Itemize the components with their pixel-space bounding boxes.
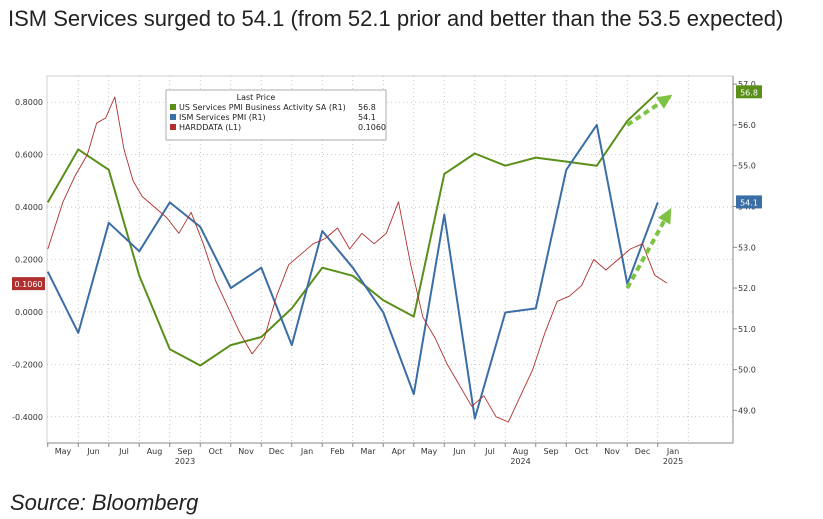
last-value-tag-left-text: 0.1060 [15, 280, 43, 289]
x-tick-label: Jun [452, 447, 466, 456]
x-tick-label: Nov [604, 447, 620, 456]
x-tick-label: May [55, 447, 72, 456]
x-tick-label: Jun [86, 447, 100, 456]
x-tick-label: Feb [330, 447, 344, 456]
y-left-tick-label: -0.4000 [12, 413, 43, 422]
y-right-tick-label: 50.0 [738, 366, 756, 375]
annotation-arrow-head [656, 94, 673, 109]
y-left-tick-label: 0.2000 [15, 256, 43, 265]
legend-swatch [170, 114, 176, 120]
last-value-tag-right-text: 56.8 [740, 88, 758, 97]
last-value-tag-right-text: 54.1 [740, 198, 758, 207]
legend-value: 0.1060 [358, 123, 386, 132]
x-tick-label: Oct [575, 447, 589, 456]
x-year-label: 2024 [510, 457, 530, 466]
y-left-tick-label: -0.2000 [12, 360, 43, 369]
x-tick-label: Jan [300, 447, 313, 456]
x-tick-label: Sep [543, 447, 558, 456]
x-tick-label: May [421, 447, 438, 456]
x-tick-label: Jul [118, 447, 129, 456]
last-value-tag-left [12, 277, 45, 291]
series-line [47, 96, 668, 423]
x-tick-label: Jul [484, 447, 495, 456]
last-value-tag-right [736, 195, 762, 209]
legend-value: 56.8 [358, 103, 376, 112]
x-tick-label: Dec [269, 447, 284, 456]
x-tick-label: Sep [177, 447, 192, 456]
chart-series [46, 91, 668, 423]
x-tick-label: Aug [147, 447, 163, 456]
x-tick-label: Apr [392, 447, 407, 456]
x-tick-label: Aug [513, 447, 529, 456]
legend-box [165, 89, 387, 141]
chart: 0.8000 0.6000 0.4000 0.2000 0.0000 -0.2000 -0.… [12, 75, 762, 466]
y-right-tick-label: 52.0 [738, 284, 756, 293]
y-right-tick-label: 56.0 [738, 121, 756, 130]
x-year-label: 2025 [663, 457, 683, 466]
y-right-tick-label: 51.0 [738, 325, 756, 334]
y-left-tick-label: 0.6000 [15, 151, 43, 160]
legend-swatch [170, 124, 176, 130]
source-caption: Source: Bloomberg [10, 490, 199, 515]
x-tick-label: Mar [360, 447, 376, 456]
y-right-tick-label: 55.0 [738, 162, 756, 171]
chart-grid [46, 75, 734, 444]
x-year-label: 2023 [175, 457, 195, 466]
y-right-tick-label: 57.0 [738, 80, 756, 89]
y-right-tick-label: 53.0 [738, 243, 756, 252]
annotation-arrow-shaft [625, 209, 672, 290]
y-left-tick-label: 0.4000 [15, 203, 43, 212]
y-left-tick-label: 0.8000 [15, 98, 43, 107]
plot-frame [46, 75, 734, 444]
x-tick-label: Dec [635, 447, 650, 456]
legend-title: Last Price [237, 93, 276, 102]
annotation-arrow-head [658, 207, 672, 225]
y-right-tick-label: 49.0 [738, 406, 756, 415]
x-tick-label: Nov [238, 447, 254, 456]
chart-axes: 0.8000 0.6000 0.4000 0.2000 0.0000 -0.2000 -0.… [12, 76, 756, 466]
legend-label: ISM Services PMI (R1) [179, 113, 266, 122]
legend-swatch [170, 104, 176, 110]
last-value-tag-right [736, 85, 762, 99]
x-tick-label: Oct [209, 447, 223, 456]
legend-label: HARDDATA (L1) [179, 123, 241, 132]
y-left-tick-label: 0.0000 [15, 308, 43, 317]
chart-annotations [625, 94, 673, 290]
x-tick-label: Jan [666, 447, 679, 456]
page-title: ISM Services surged to 54.1 (from 52.1 p… [8, 6, 784, 31]
legend-label: US Services PMI Business Activity SA (R1… [179, 103, 346, 112]
legend-value: 54.1 [358, 113, 376, 122]
